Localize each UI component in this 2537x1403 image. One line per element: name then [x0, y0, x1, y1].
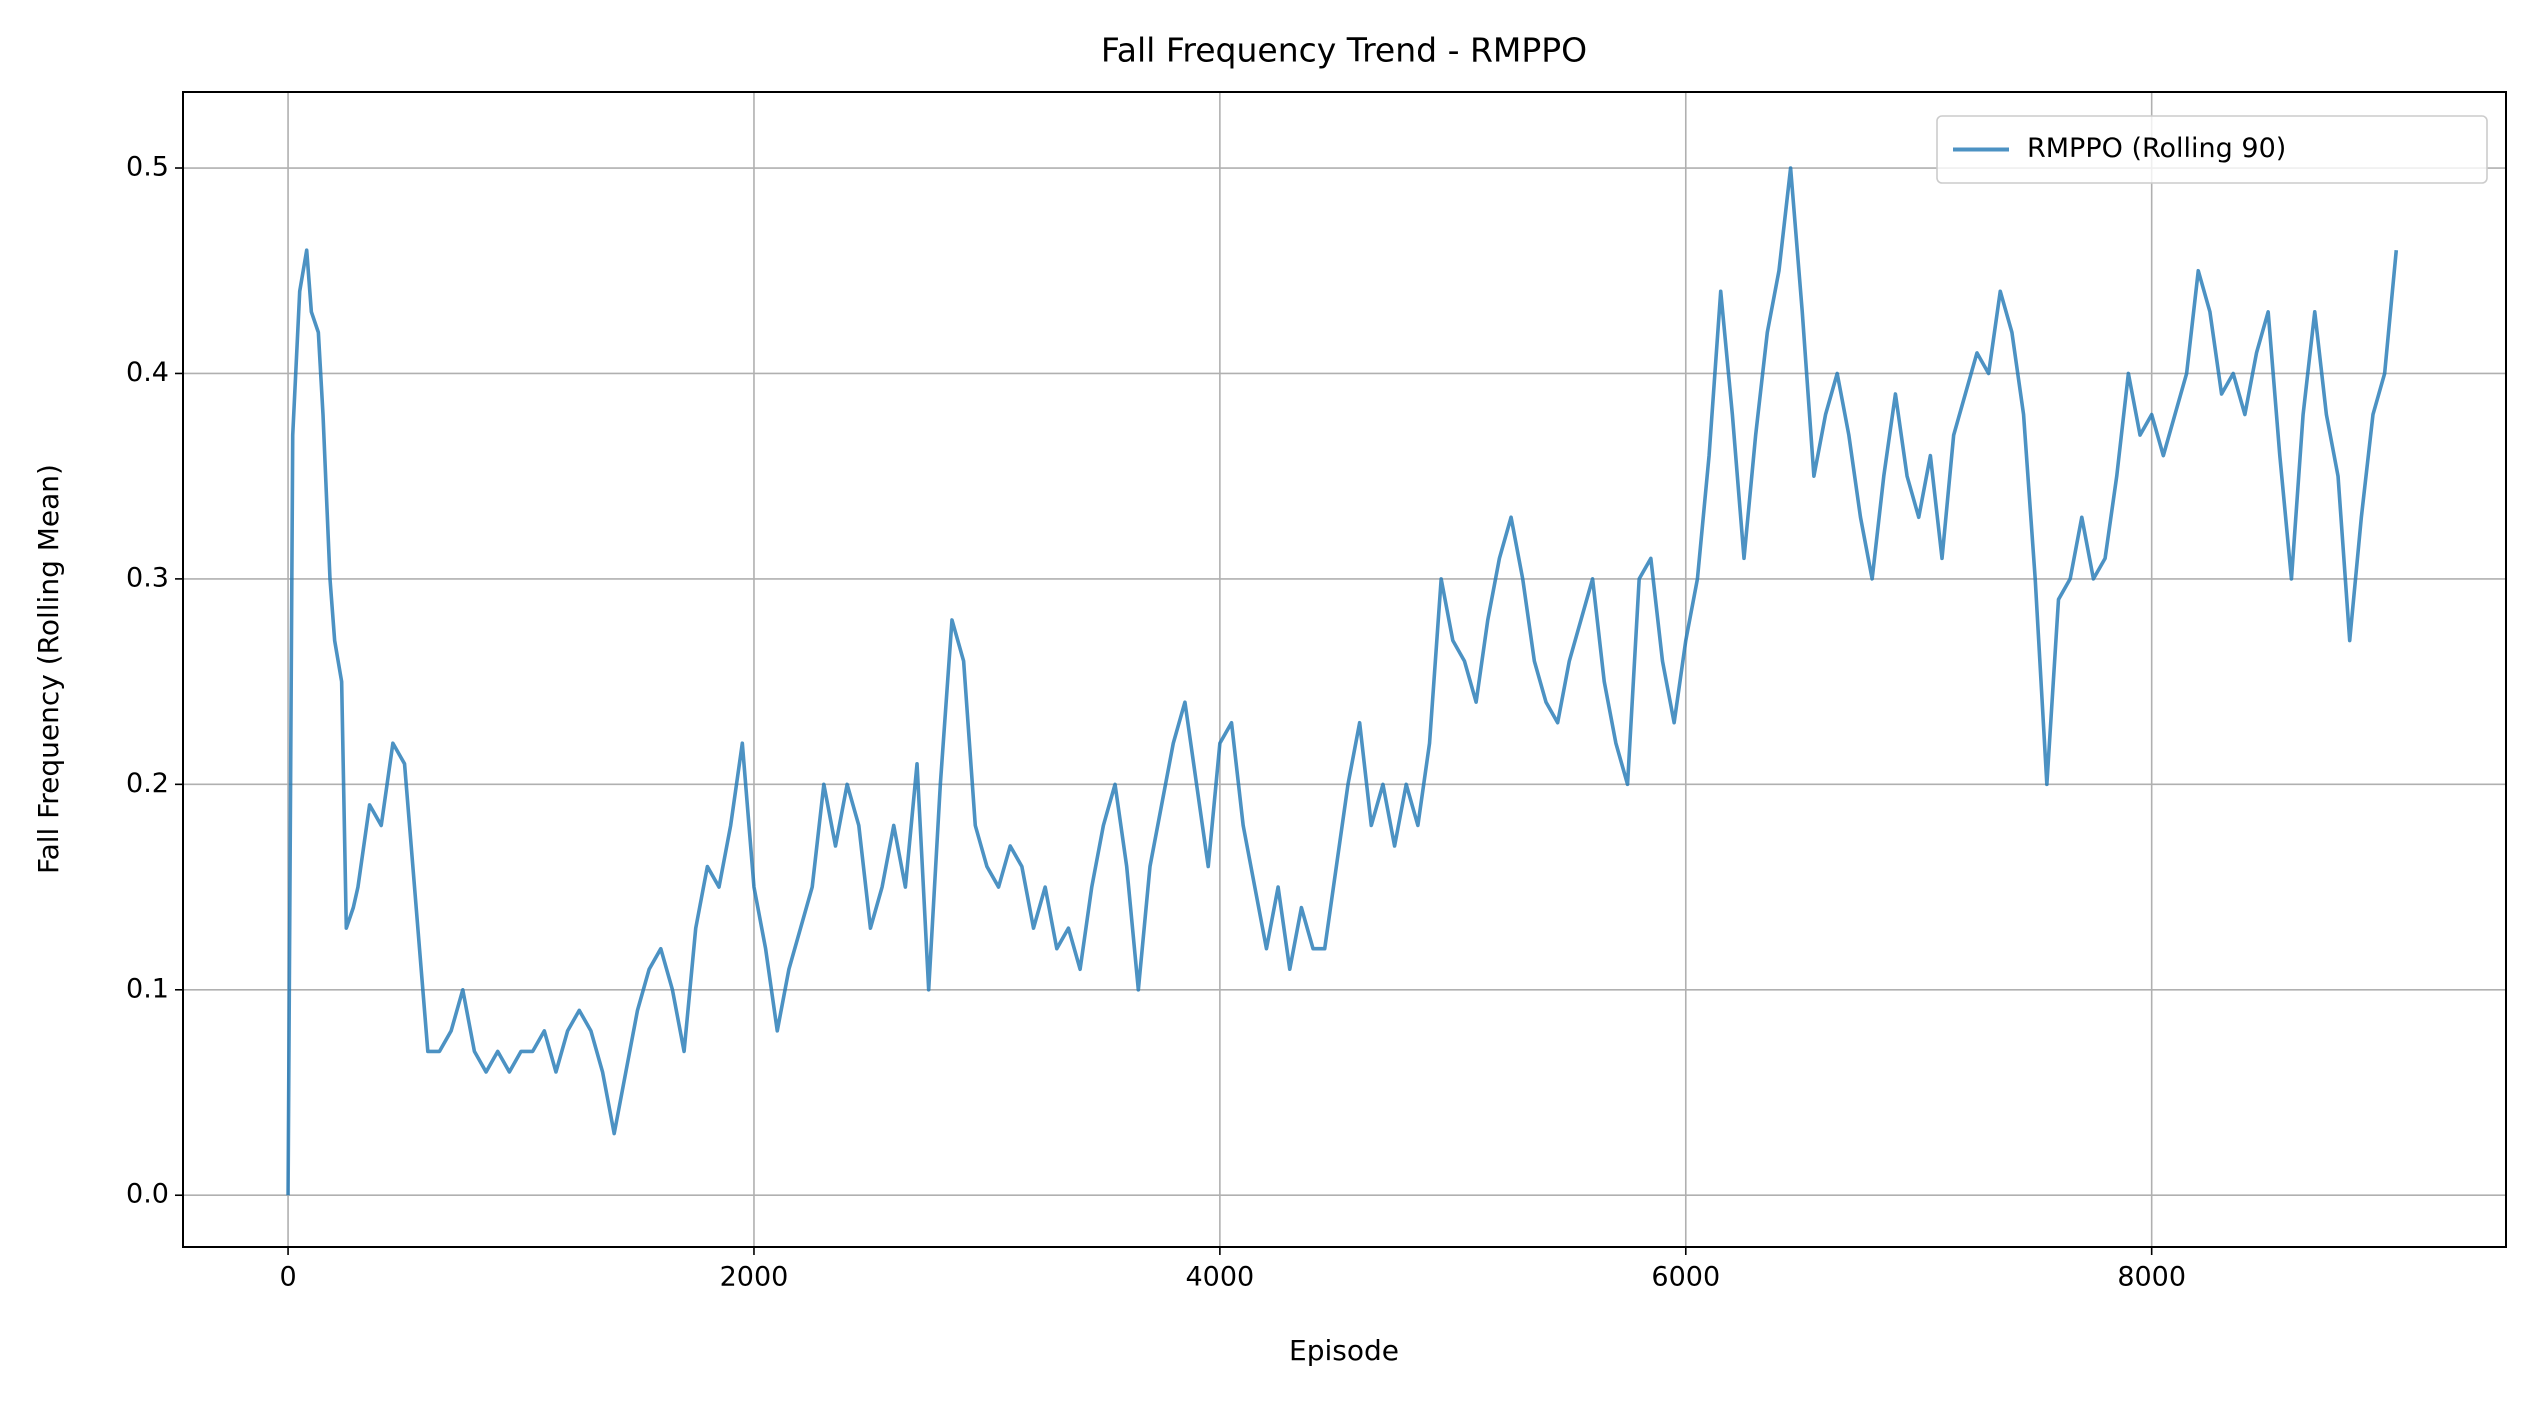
y-tick-label: 0.5 — [126, 152, 169, 183]
y-tick-label: 0.0 — [126, 1179, 169, 1210]
y-tick-label: 0.3 — [126, 562, 169, 593]
x-tick-label: 0 — [279, 1262, 296, 1293]
y-tick-label: 0.4 — [126, 357, 169, 388]
x-tick-label: 8000 — [2117, 1262, 2186, 1293]
legend-box — [1936, 115, 2488, 184]
plot-frame — [182, 91, 2507, 1248]
data-line — [286, 166, 2399, 1196]
legend: RMPPO (Rolling 90) — [1936, 115, 2488, 184]
x-tick-label: 6000 — [1651, 1262, 1720, 1293]
legend-label: RMPPO (Rolling 90) — [2027, 133, 2286, 164]
x-axis-label: Episode — [1289, 1334, 1399, 1367]
y-tick-label: 0.2 — [126, 768, 169, 799]
x-tick-label: 2000 — [720, 1262, 789, 1293]
y-axis-label: Fall Frequency (Rolling Mean) — [32, 464, 65, 874]
y-tick-label: 0.1 — [126, 973, 169, 1004]
x-tick-label: 4000 — [1186, 1262, 1255, 1293]
chart-title: Fall Frequency Trend - RMPPO — [1101, 31, 1587, 70]
